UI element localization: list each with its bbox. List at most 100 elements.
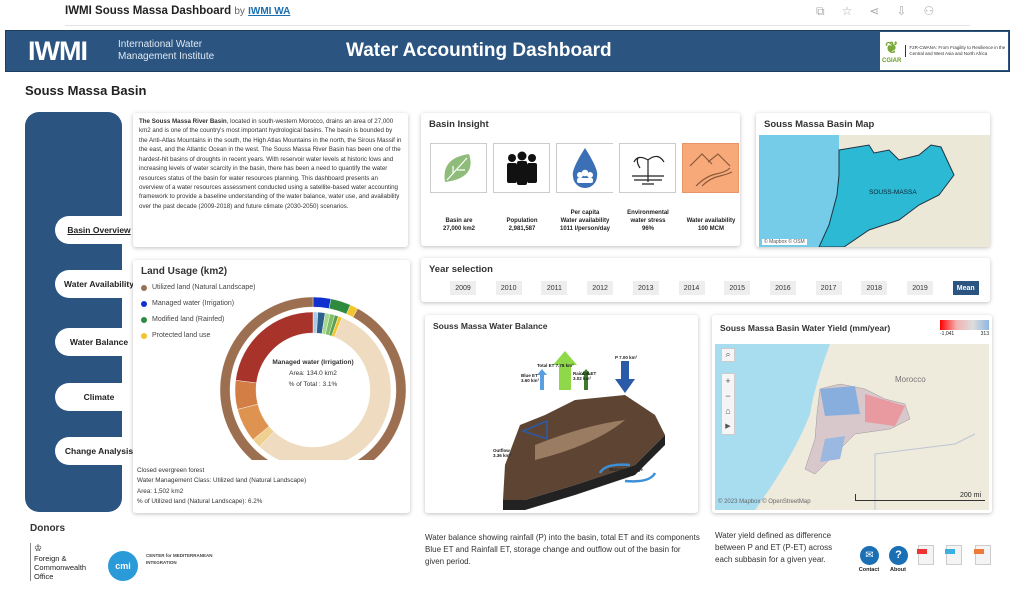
land-usage-panel: Land Usage (km2) Utilized land (Natural … <box>133 260 410 513</box>
zoom-in-icon[interactable]: + <box>725 376 731 386</box>
year-button-2014[interactable]: 2014 <box>678 281 705 295</box>
water-balance-diagram <box>503 351 665 510</box>
cmi-text: CENTER for MEDITERRANEAN INTEGRATION <box>146 553 213 565</box>
share-icon[interactable]: ⋖ <box>869 4 880 18</box>
water-drop-icon <box>556 143 613 193</box>
legend-item[interactable]: Utilized land (Natural Landscape) <box>141 284 256 291</box>
fcdo-logo: ♔ Foreign & Commonwealth Office <box>30 543 86 581</box>
doc-file-icon[interactable] <box>945 545 962 565</box>
year-button-2017[interactable]: 2017 <box>815 281 842 295</box>
rainfall-et-label: Rainfall ET 3.02 km³ <box>573 371 597 381</box>
land-usage-donut[interactable] <box>133 260 410 460</box>
pdf-file-icon[interactable] <box>917 545 934 565</box>
donut-outer-segment[interactable] <box>312 296 332 309</box>
water-yield-panel: Souss Massa Basin Water Yield (mm/year) … <box>712 315 992 513</box>
insight-per-capita: Per capita Water availability 1011 l/perso… <box>559 210 611 233</box>
legend-dot <box>141 300 147 307</box>
ppt-file-icon[interactable] <box>974 545 991 565</box>
wetland-icon <box>619 143 676 193</box>
zoom-out-icon[interactable]: − <box>725 391 731 401</box>
legend-label: Protected land use <box>152 332 211 339</box>
panel-title: Basin Insight <box>429 119 489 130</box>
panel-title: Souss Massa Basin Map <box>764 119 875 130</box>
map-attribution: © Mapbox © OSM <box>762 239 807 245</box>
year-button-2019[interactable]: 2019 <box>907 281 933 295</box>
author-link[interactable]: IWMI WA <box>248 6 291 17</box>
basin-map[interactable]: SOUSS-MASSA © Mapbox © OSM <box>759 135 990 247</box>
sidebar-item-water-availability[interactable]: Water Availability <box>55 270 143 298</box>
search-map-icon[interactable]: ⌕ <box>721 348 735 362</box>
contact-icon[interactable]: ✉ <box>860 546 879 565</box>
panel-title: Souss Massa Water Balance <box>433 321 548 331</box>
year-button-2018[interactable]: 2018 <box>861 281 888 295</box>
storage-change-label: Storage change 2.99 km³ <box>609 467 643 477</box>
water-yield-map[interactable]: Morocco ⌕ + − ⌂ ▶ 200 mi © 2023 Mapbox © Op… <box>715 344 989 510</box>
basin-description: The Souss Massa River Basin, located in … <box>133 113 408 247</box>
about-link[interactable]: About <box>890 567 906 573</box>
people-icon <box>493 143 550 193</box>
org-name: International Water Management Institute <box>118 39 215 62</box>
basin-insight-panel: Basin Insight Basin are 27,000 km2 Popula… <box>421 113 740 246</box>
map-attribution: © 2023 Mapbox © OpenStreetMap <box>718 499 811 505</box>
year-button-2010[interactable]: 2010 <box>495 281 522 295</box>
play-icon[interactable]: ▶ <box>725 423 731 430</box>
donors-heading: Donors <box>30 523 65 534</box>
dashboard-title: Water Accounting Dashboard <box>346 40 612 61</box>
year-selection-panel: Year selection 2009 2010 2011 2012 2013 2014 2… <box>421 258 990 302</box>
sidebar-item-water-balance[interactable]: Water Balance <box>55 328 143 356</box>
year-button-2009[interactable]: 2009 <box>450 281 476 295</box>
legend-item[interactable]: Modified land (Rainfed) <box>141 316 224 323</box>
sidebar-item-climate[interactable]: Climate <box>55 383 143 411</box>
year-button-2012[interactable]: 2012 <box>587 281 614 295</box>
basin-map-panel: Souss Massa Basin Map SOUSS-MASSA © Mapb… <box>756 113 990 247</box>
sidebar-item-change-analysis[interactable]: Change Analysis <box>55 437 143 465</box>
donut-outer-segment[interactable] <box>219 296 407 460</box>
mountain-river-icon <box>682 143 739 193</box>
water-balance-panel: Souss Massa Water Balance Total ET 7.78 … <box>425 315 698 513</box>
iwmi-logo: IWMI <box>28 36 88 66</box>
divider <box>65 25 970 26</box>
legend-label: Managed water (Irrigation) <box>152 300 235 307</box>
donut-inner-segment[interactable] <box>259 317 392 460</box>
map-zoom-controls: + − ⌂ ▶ <box>721 373 735 435</box>
cmi-logo: cmi <box>108 551 138 581</box>
year-button-2015[interactable]: 2015 <box>724 281 751 295</box>
about-icon[interactable]: ? <box>889 546 908 565</box>
country-label: Morocco <box>895 375 926 384</box>
color-legend <box>940 320 989 330</box>
total-et-arrow <box>553 351 577 390</box>
scale-bar <box>855 494 985 501</box>
sidebar-item-basin-overview[interactable]: Basin Overview <box>55 216 143 244</box>
legend-item[interactable]: Managed water (Irrigation) <box>141 300 234 307</box>
year-button-2016[interactable]: 2016 <box>769 281 796 295</box>
year-button-mean[interactable]: Mean <box>952 281 979 295</box>
water-yield-caption: Water yield defined as difference betwee… <box>715 531 833 564</box>
contact-link[interactable]: Contact <box>858 567 880 573</box>
blue-et-arrow <box>537 369 547 390</box>
panel-title: Souss Massa Basin Water Yield (mm/year) <box>720 323 891 333</box>
copy-icon[interactable]: ⧉ <box>816 4 825 18</box>
home-icon[interactable]: ⌂ <box>725 406 731 416</box>
star-icon[interactable]: ☆ <box>841 4 853 18</box>
year-button-2013[interactable]: 2013 <box>632 281 659 295</box>
outflow-arrow <box>520 419 548 441</box>
donut-center-label: Managed water (Irrigation) Area: 134.0 km… <box>272 359 354 389</box>
region-label: SOUSS-MASSA <box>869 189 917 196</box>
storage-arrow <box>598 463 657 483</box>
year-button-2011[interactable]: 2011 <box>541 281 568 295</box>
download-icon[interactable]: ⇩ <box>896 4 907 18</box>
sidebar: Basin Overview Water Availability Water … <box>25 112 143 512</box>
insight-population: Population 2,981,587 <box>506 218 538 233</box>
outflow-label: Outflow 3.36 km³ <box>493 448 512 458</box>
legend-dot <box>141 332 147 339</box>
panel-title: Land Usage (km2) <box>141 266 228 277</box>
legend-dot <box>141 284 147 291</box>
insight-water-availability: Water availability 100 MCM <box>686 218 736 233</box>
donut-inner-segment[interactable] <box>235 311 314 384</box>
banner: IWMI International Water Management Insti… <box>5 30 1010 72</box>
insight-water-stress: Environmental water stress 96% <box>627 210 669 233</box>
toolbar: ⧉ ☆ ⋖ ⇩ ⚇ <box>816 4 934 19</box>
insight-basin-area: Basin are 27,000 km2 <box>442 218 476 233</box>
legend-item[interactable]: Protected land use <box>141 332 210 339</box>
badge-icon[interactable]: ⚇ <box>923 4 935 18</box>
